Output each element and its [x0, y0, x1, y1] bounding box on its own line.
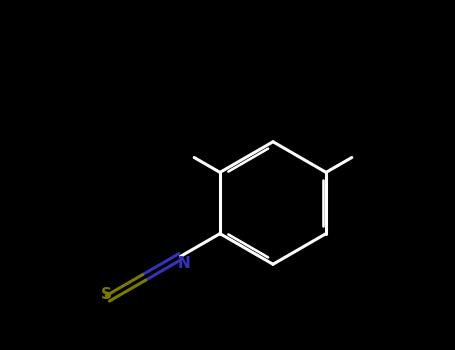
Text: S: S	[101, 287, 111, 302]
Text: N: N	[178, 256, 191, 271]
